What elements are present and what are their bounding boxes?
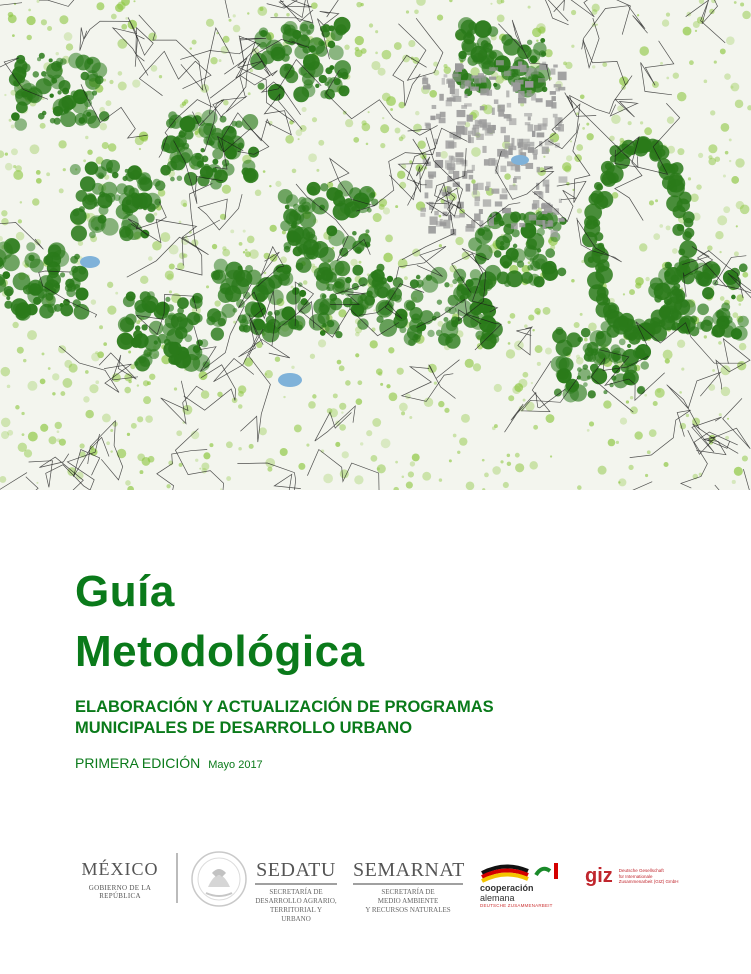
title-line-1: Guía [75, 568, 175, 616]
semarnat-rule [353, 883, 463, 885]
sedatu-rule [255, 883, 337, 885]
edition-label: PRIMERA EDICIÓN [75, 755, 201, 771]
giz-line-2: für Internationale [618, 873, 653, 879]
title-line-1-text: Guía [75, 567, 175, 616]
semarnat-desc-3: Y RECURSOS NATURALES [365, 906, 451, 914]
giz-text: Deutsche Gesellschaft für Internationale… [619, 868, 679, 885]
subtitle-line-1: ELABORACIÓN Y ACTUALIZACIÓN DE PROGRAMAS [75, 698, 494, 716]
partner-logos: MÉXICO GOBIERNO DE LA REPÚBLICA SEDATU S… [70, 845, 690, 925]
sedatu-desc-2: DESARROLLO AGRARIO, [255, 897, 337, 905]
giz-line-1: Deutsche Gesellschaft [618, 868, 664, 874]
sedatu-wordmark: SEDATU [256, 859, 336, 881]
mexico-wordmark: MÉXICO [81, 859, 159, 879]
mexico-subtitle: GOBIERNO DE LA REPÚBLICA [88, 884, 152, 900]
flag-ribbon-icon [481, 863, 558, 883]
edition-date: Mayo 2017 [208, 759, 263, 771]
giz-line-3: Zusammenarbeit (GIZ) GmbH [618, 879, 679, 885]
coop-line-3: DEUTSCHE ZUSAMMENARBEIT [480, 903, 553, 908]
vegetation-map [0, 0, 751, 490]
title-line-2-text: Metodológica [75, 627, 365, 676]
subtitle-line-2: MUNICIPALES DE DESARROLLO URBANO [75, 719, 413, 737]
giz-wordmark: giz [585, 865, 613, 887]
coop-line-1: cooperación [480, 883, 534, 893]
semarnat-wordmark: SEMARNAT [353, 859, 465, 881]
sedatu-desc-1: SECRETARÍA DE [269, 888, 323, 896]
cover-map-image [0, 0, 751, 490]
logo-giz: giz Deutsche Gesellschaft für Internatio… [585, 865, 679, 888]
coop-line-2: alemana [480, 893, 515, 903]
edition-line: PRIMERA EDICIÓN Mayo 2017 [75, 755, 263, 771]
logo-cooperacion-alemana: cooperación alemana DEUTSCHE ZUSAMMENARB… [480, 859, 570, 908]
sedatu-desc-3: TERRITORIAL Y URBANO [269, 906, 323, 923]
semarnat-desc-2: MEDIO AMBIENTE [377, 897, 439, 905]
coat-of-arms-icon [188, 849, 250, 914]
logo-sedatu: SEDATU SECRETARÍA DE DESARROLLO AGRARIO,… [255, 859, 337, 924]
logo-semarnat: SEMARNAT SECRETARÍA DE MEDIO AMBIENTE Y … [353, 859, 465, 915]
subtitle: ELABORACIÓN Y ACTUALIZACIÓN DE PROGRAMAS… [75, 697, 635, 739]
logo-mexico: MÉXICO GOBIERNO DE LA REPÚBLICA [70, 859, 170, 900]
logo-divider [176, 853, 178, 903]
semarnat-desc-1: SECRETARÍA DE [381, 888, 435, 896]
title-line-2: Metodológica [75, 628, 365, 676]
